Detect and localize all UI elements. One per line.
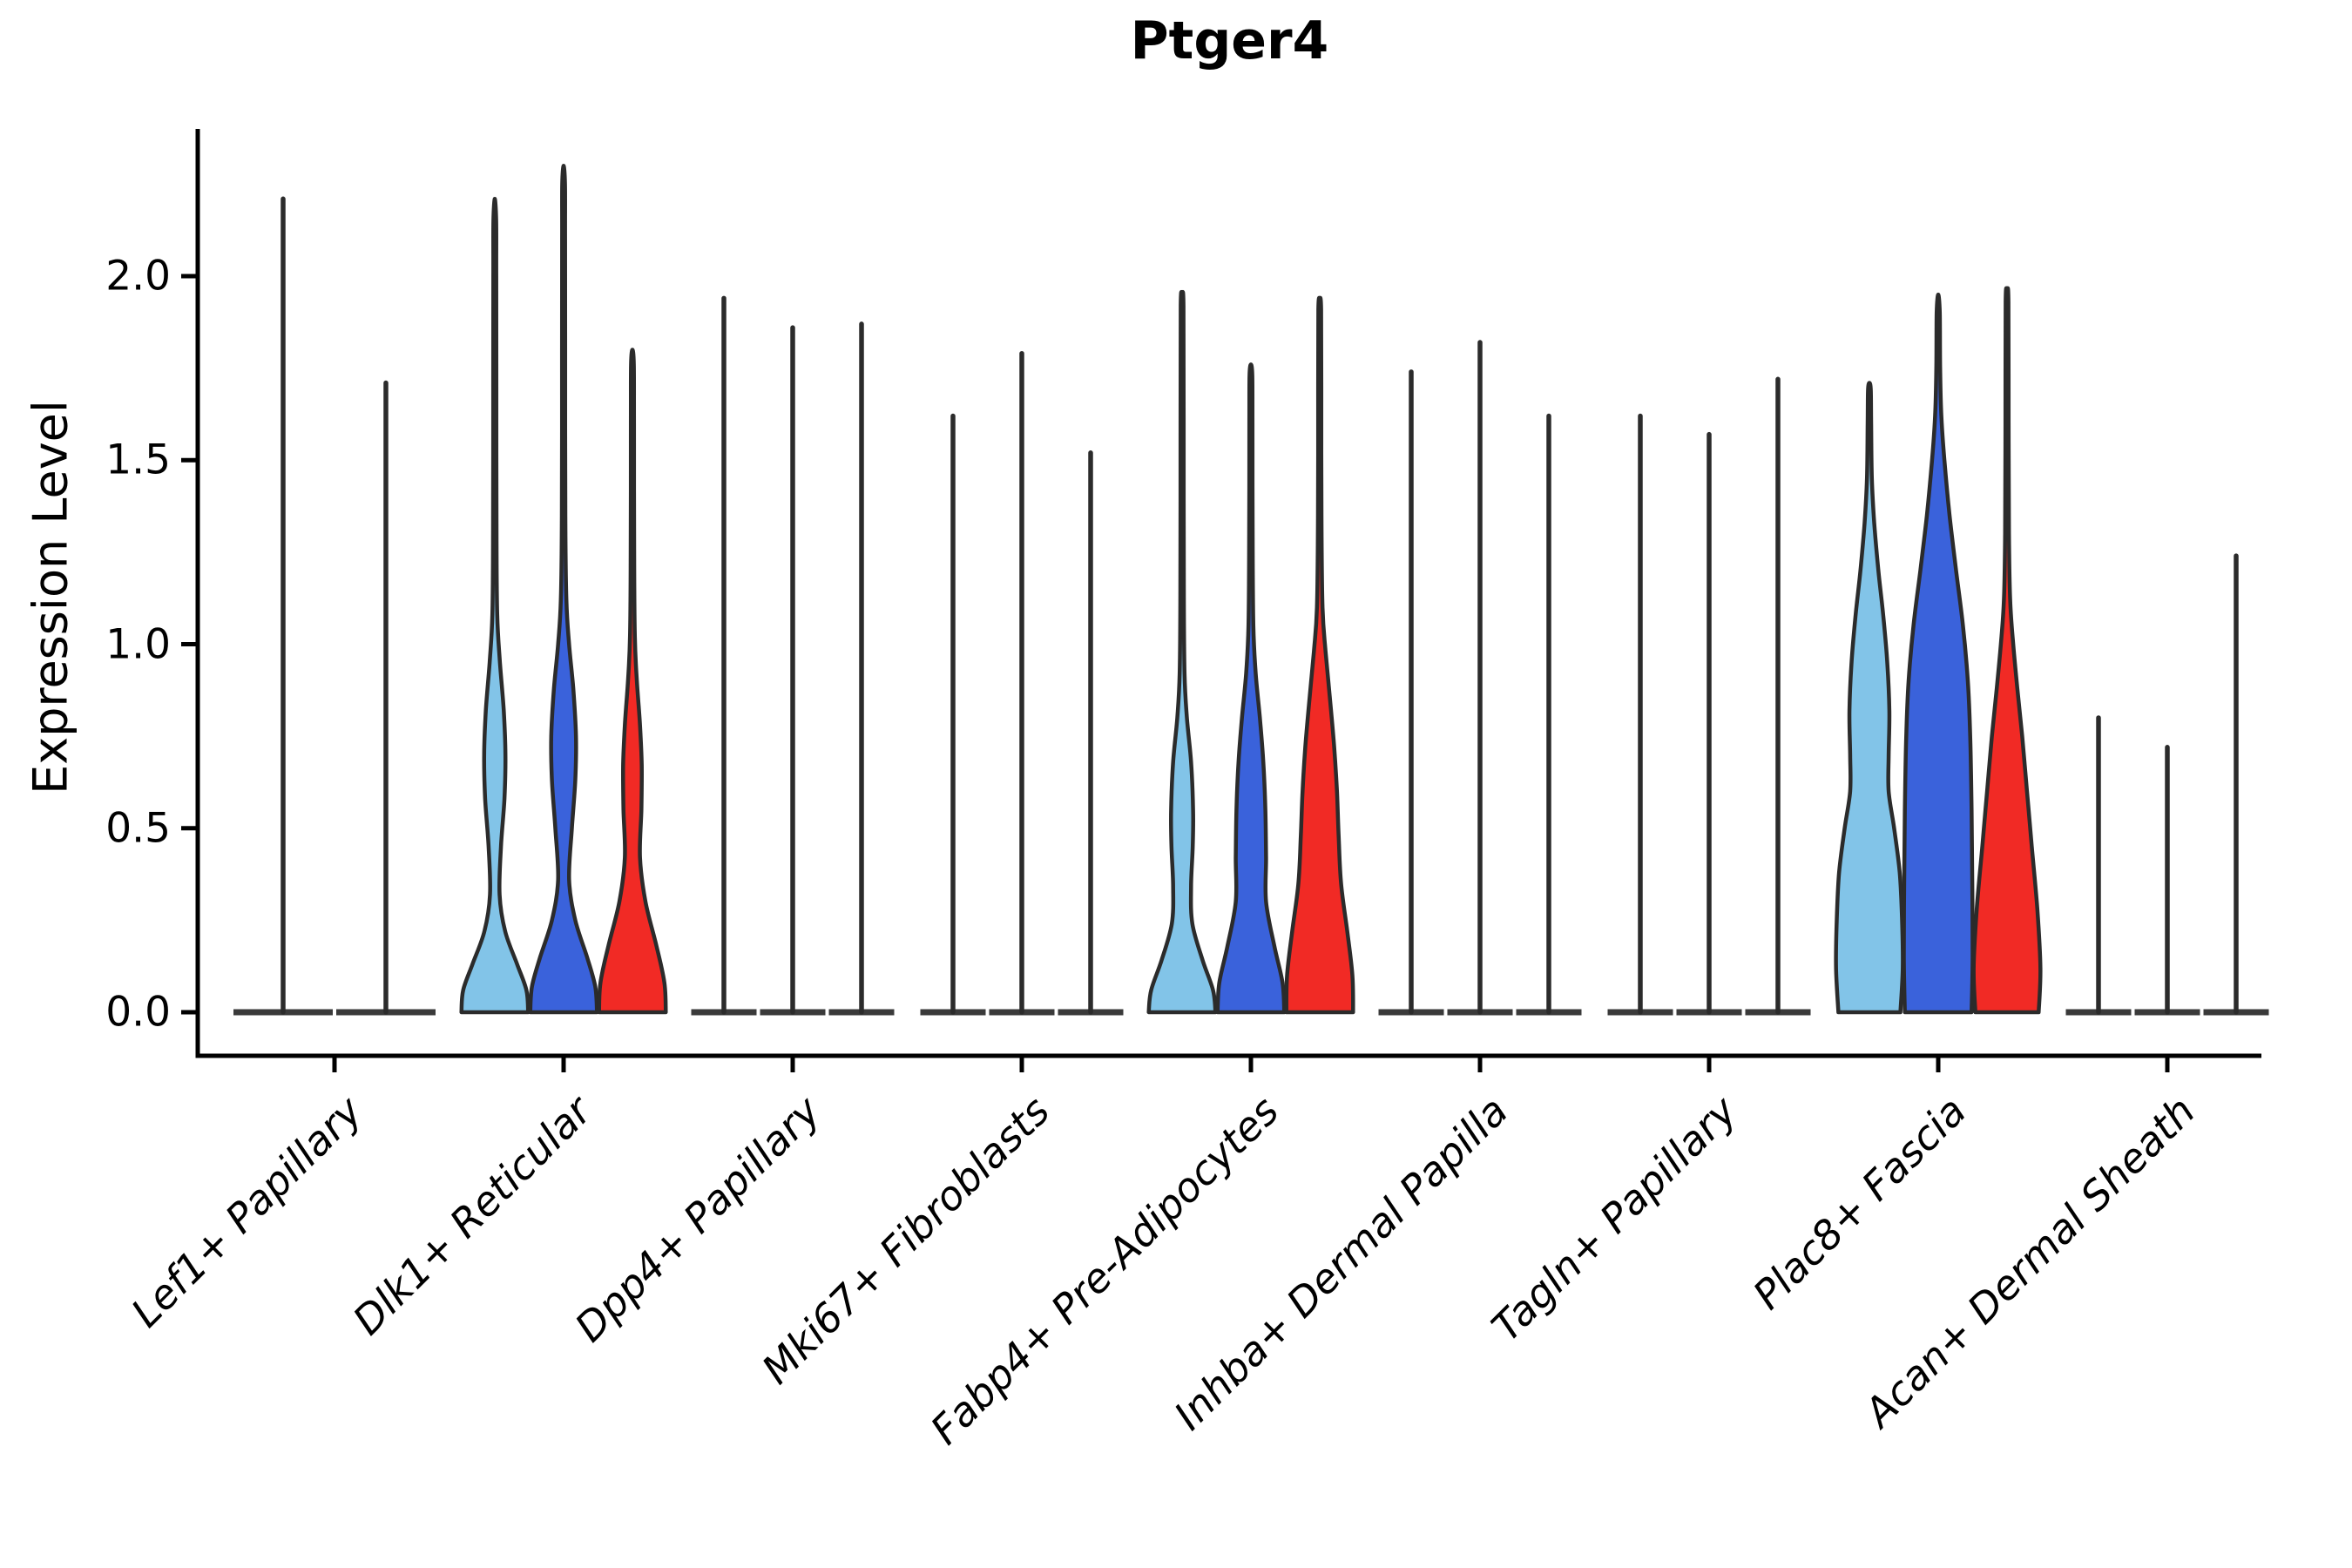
y-tick-label: 2.0	[105, 252, 171, 301]
violin-body	[1971, 286, 2043, 1015]
y-tick-label: 0.5	[105, 804, 171, 853]
violin-body	[1902, 292, 1975, 1015]
y-tick-label: 0.0	[105, 988, 171, 1037]
violin-body	[528, 164, 599, 1015]
violin-body	[1834, 381, 1905, 1015]
violin-body	[459, 197, 531, 1015]
violin-body	[1146, 289, 1218, 1015]
violin-body	[1284, 295, 1355, 1015]
y-tick-label: 1.5	[105, 436, 171, 484]
y-tick-label: 1.0	[105, 620, 171, 668]
chart-title: Ptger4	[1130, 10, 1329, 71]
y-axis-label: Expression Level	[23, 400, 78, 794]
violin-body	[597, 348, 668, 1015]
violin-body	[1215, 362, 1287, 1015]
